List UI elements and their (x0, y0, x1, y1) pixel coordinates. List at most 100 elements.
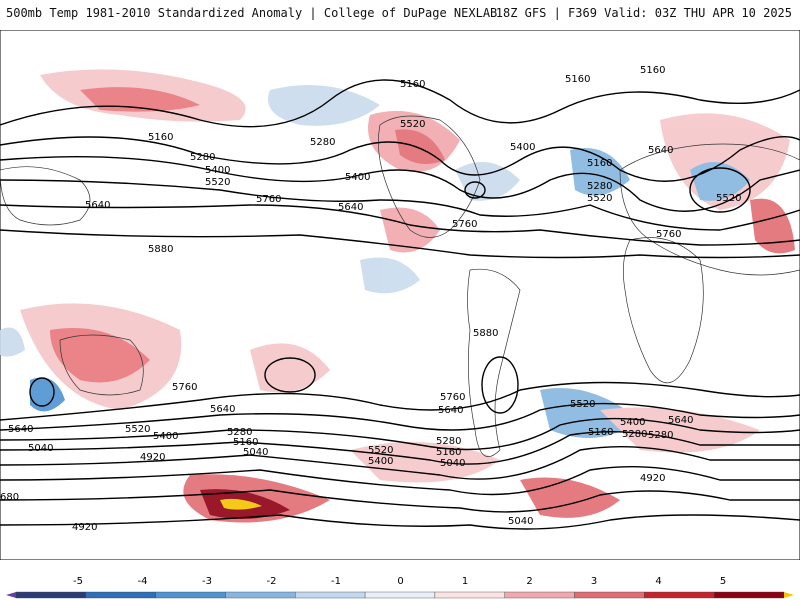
contour-label: 4920 (640, 473, 665, 484)
contour-label: 5640 (648, 145, 673, 156)
contour-label: 5040 (508, 516, 533, 527)
south-america-outline (467, 268, 521, 457)
colorbar-ticks: -5 -4 -3 -2 -1 0 1 2 3 4 5 (73, 576, 726, 587)
contour-label: 5520 (368, 445, 393, 456)
cool-anomaly-area (540, 388, 640, 438)
warm-anomaly-area (600, 407, 760, 453)
cool-anomaly-area (268, 85, 380, 126)
colorbar-tick-label: 1 (462, 576, 468, 587)
warm-anomaly-area (250, 343, 330, 393)
contour-label: 4920 (140, 452, 165, 463)
contour-label: 5160 (436, 447, 461, 458)
cool-anomaly-area (0, 327, 25, 357)
closed-contour (264, 357, 316, 393)
warm-anomaly-area (750, 198, 795, 254)
colorbar-swatch (434, 591, 505, 599)
contour-label: 5520 (716, 193, 741, 204)
closed-contour (481, 356, 519, 414)
contour-5160 (0, 79, 800, 128)
contour-label: 5640 (668, 415, 693, 426)
contour-label: 5760 (440, 392, 465, 403)
cool-anomaly-area (360, 257, 420, 294)
contour-5040-south (0, 489, 800, 513)
colorbar-swatch (574, 591, 645, 599)
contour-5280 (0, 135, 800, 182)
contour-5160-south (0, 465, 800, 496)
extreme-anomaly-area (220, 498, 262, 510)
contour-label: 5520 (400, 119, 425, 130)
contour-label: 5280 (587, 181, 612, 192)
contour-5880 (0, 229, 800, 259)
contour-label: 5160 (588, 427, 613, 438)
colorbar-tick-label: -4 (138, 576, 148, 587)
contour-label: 5280 (648, 430, 673, 441)
colorbar-max-arrow (784, 592, 794, 598)
anomaly-shading (0, 69, 795, 523)
cool-anomaly-area (570, 148, 630, 196)
contour-label: 5280 (622, 429, 647, 440)
colorbar-swatch (364, 591, 436, 599)
model-run-info: 18Z GFS | F369 Valid: 03Z THU APR 10 202… (495, 6, 792, 20)
colorbar-swatch (504, 591, 575, 599)
closed-contour (29, 377, 55, 407)
colorbar-swatches (6, 591, 794, 599)
contour-label-group: 5160 5160 5160 5160 5280 5400 5520 5640 … (0, 65, 741, 533)
contour-label: 5160 (565, 74, 590, 85)
colorbar-swatch (85, 591, 156, 599)
contour-label: 5160 (148, 132, 173, 143)
contour-label: 5400 (510, 142, 535, 153)
contour-label: 5280 (190, 152, 215, 163)
contour-label: 5520 (570, 399, 595, 410)
colorbar-tick-label: -2 (267, 576, 277, 587)
contour-label: 5040 (28, 443, 53, 454)
height-contours (0, 79, 800, 530)
contour-label: 5880 (473, 328, 498, 339)
contour-label: 5040 (243, 447, 268, 458)
contour-label: 5760 (452, 219, 477, 230)
eurasia-outline (619, 143, 800, 276)
contour-label: 5400 (368, 456, 393, 467)
contour-label: 5040 (440, 458, 465, 469)
contour-label: 5640 (8, 424, 33, 435)
contour-label: 5640 (338, 202, 363, 213)
contour-label: 5880 (148, 244, 173, 255)
australia-outline (59, 334, 144, 396)
contour-label: 5520 (205, 177, 230, 188)
contour-label: 5160 (587, 158, 612, 169)
colorbar-swatch (225, 591, 296, 599)
contour-label: 5520 (125, 424, 150, 435)
warm-anomaly-area (50, 328, 150, 383)
contour-label: 5640 (438, 405, 463, 416)
closed-contour (689, 167, 751, 213)
map-title: 500mb Temp 1981-2010 Standardized Anomal… (6, 6, 498, 20)
colorbar-swatch (155, 591, 226, 599)
contour-label: 5280 (436, 436, 461, 447)
contour-label: 4920 (72, 522, 97, 533)
warm-anomaly-area (350, 442, 500, 483)
anomaly-map: 5160 5160 5160 5160 5280 5400 5520 5640 … (0, 30, 800, 560)
contour-label: 5400 (620, 417, 645, 428)
contour-label: 5520 (587, 193, 612, 204)
contour-label: 5640 (210, 404, 235, 415)
cool-anomaly-area (455, 162, 520, 201)
contour-label: 5760 (656, 229, 681, 240)
closed-contour (464, 181, 486, 199)
contour-5520-south (0, 417, 800, 451)
colorbar-tick-label: -3 (202, 576, 212, 587)
colorbar-tick-label: 5 (720, 576, 726, 587)
contour-label: 5160 (400, 79, 425, 90)
contour-5400-south (0, 430, 800, 465)
colorbar-tick-label: 3 (591, 576, 597, 587)
asia-outline (0, 166, 91, 226)
colorbar-tick-label: 2 (526, 576, 532, 587)
contour-4920-south (0, 514, 800, 530)
contour-label: 5280 (227, 427, 252, 438)
contour-label: 5400 (153, 431, 178, 442)
contour-label: 5640 (85, 200, 110, 211)
contour-label: 5160 (233, 437, 258, 448)
contour-label: 5760 (256, 194, 281, 205)
colorbar-tick-label: -5 (73, 576, 83, 587)
colorbar-swatch (713, 591, 785, 599)
colorbar-swatch (644, 591, 715, 599)
contour-5760 (0, 204, 800, 246)
